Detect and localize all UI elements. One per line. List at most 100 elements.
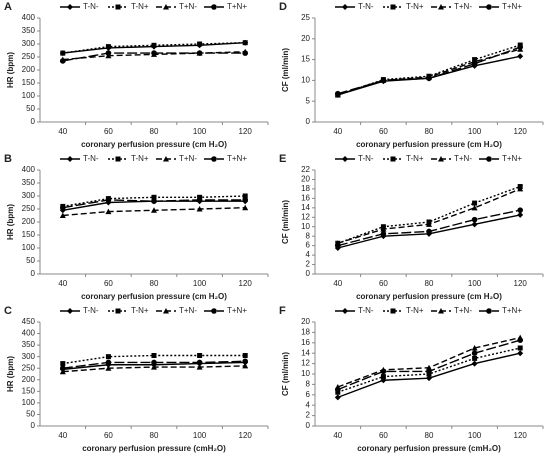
y-tick-label: 300 bbox=[22, 191, 36, 200]
legend-marker bbox=[390, 308, 396, 314]
y-tick-label: 2 bbox=[306, 260, 311, 269]
legend-marker bbox=[67, 308, 73, 314]
y-tick-label: 20 bbox=[301, 34, 310, 43]
data-point bbox=[151, 359, 157, 366]
x-tick-label: 100 bbox=[468, 279, 482, 288]
data-point bbox=[59, 368, 66, 375]
y-tick-label: 150 bbox=[22, 386, 36, 395]
legend-marker bbox=[163, 156, 169, 162]
x-axis-label: coronary perfusion pressure (cm H₂O) bbox=[81, 140, 227, 149]
x-tick-label: 80 bbox=[425, 431, 434, 440]
x-tick-label: 100 bbox=[193, 127, 207, 136]
x-tick-label: 100 bbox=[468, 431, 482, 440]
y-tick-label: 12 bbox=[301, 212, 310, 221]
legend-label: T+N- bbox=[454, 306, 472, 315]
y-axis-label: CF (ml/min) bbox=[281, 352, 290, 396]
y-tick-label: 150 bbox=[22, 78, 36, 87]
panel-letter: D bbox=[279, 1, 287, 13]
data-point bbox=[380, 374, 386, 380]
x-axis-label: coronary perfusion pressure (cm H₂O) bbox=[356, 292, 502, 301]
data-point bbox=[196, 359, 203, 366]
legend-marker bbox=[438, 4, 444, 10]
x-tick-label: 60 bbox=[104, 279, 113, 288]
x-tick-label: 120 bbox=[514, 279, 528, 288]
data-point bbox=[196, 364, 203, 370]
data-point bbox=[105, 197, 112, 203]
x-tick-label: 40 bbox=[333, 127, 342, 136]
data-point bbox=[334, 394, 341, 401]
y-axis-label: CF (ml/min) bbox=[281, 48, 290, 92]
y-tick-label: 400 bbox=[22, 165, 36, 174]
y-tick-label: 14 bbox=[301, 203, 310, 212]
legend-label: T+N- bbox=[454, 154, 472, 163]
y-tick-label: 16 bbox=[301, 193, 310, 202]
x-tick-label: 60 bbox=[379, 279, 388, 288]
data-point bbox=[471, 60, 478, 67]
legend-label: T-N+ bbox=[406, 2, 424, 11]
data-point bbox=[105, 44, 111, 50]
y-tick-label: 5 bbox=[306, 96, 311, 105]
x-axis-label: coronary perfusion pressure (cmH₂O) bbox=[82, 444, 226, 453]
x-tick-label: 100 bbox=[468, 127, 482, 136]
legend-marker bbox=[67, 4, 73, 10]
x-tick-label: 60 bbox=[379, 127, 388, 136]
y-tick-label: 4 bbox=[306, 250, 311, 259]
data-point bbox=[471, 345, 478, 351]
data-point bbox=[426, 75, 432, 82]
data-point bbox=[472, 200, 478, 206]
data-point bbox=[335, 386, 341, 393]
legend-label: T+N- bbox=[454, 2, 472, 11]
legend-marker bbox=[438, 308, 444, 314]
data-point bbox=[60, 204, 66, 211]
y-tick-label: 400 bbox=[22, 329, 36, 338]
data-point bbox=[517, 350, 524, 357]
legend-marker bbox=[342, 156, 348, 162]
x-tick-label: 40 bbox=[58, 431, 67, 440]
data-point bbox=[471, 360, 478, 367]
y-axis-label: HR (bpm) bbox=[6, 204, 15, 240]
data-point bbox=[517, 185, 524, 192]
legend-label: T-N- bbox=[83, 2, 99, 11]
data-point bbox=[426, 221, 432, 227]
y-tick-label: 250 bbox=[22, 204, 36, 213]
y-tick-label: 200 bbox=[22, 217, 36, 226]
data-point bbox=[242, 50, 248, 56]
data-point bbox=[517, 207, 523, 213]
y-tick-label: 0 bbox=[31, 421, 36, 430]
data-point bbox=[151, 50, 157, 56]
legend-marker bbox=[342, 308, 348, 314]
data-point bbox=[335, 242, 341, 249]
legend-marker bbox=[438, 156, 444, 162]
data-point bbox=[335, 90, 341, 97]
y-tick-label: 400 bbox=[22, 13, 36, 22]
x-tick-label: 80 bbox=[425, 127, 434, 136]
panel-letter: B bbox=[4, 153, 12, 165]
legend-label: T-N+ bbox=[131, 306, 149, 315]
x-tick-label: 100 bbox=[193, 431, 207, 440]
legend-marker bbox=[486, 156, 492, 162]
y-axis-label: HR (bpm) bbox=[6, 356, 15, 392]
series-line bbox=[337, 48, 521, 96]
y-tick-label: 50 bbox=[26, 256, 35, 265]
y-tick-label: 10 bbox=[301, 76, 310, 85]
data-point bbox=[242, 362, 249, 369]
y-tick-label: 50 bbox=[26, 104, 35, 113]
panel-letter: C bbox=[4, 305, 12, 317]
data-point bbox=[151, 353, 157, 359]
y-tick-label: 8 bbox=[306, 231, 311, 240]
y-axis-label: HR (bpm) bbox=[6, 52, 15, 88]
legend-marker bbox=[163, 308, 169, 314]
y-tick-label: 16 bbox=[301, 338, 310, 347]
x-tick-label: 40 bbox=[333, 431, 342, 440]
y-tick-label: 4 bbox=[306, 400, 311, 409]
data-point bbox=[471, 204, 478, 211]
data-point bbox=[242, 40, 248, 46]
data-point bbox=[426, 364, 432, 371]
legend-marker bbox=[163, 4, 169, 10]
data-point bbox=[105, 208, 112, 215]
y-tick-label: 200 bbox=[22, 375, 36, 384]
data-point bbox=[426, 368, 432, 375]
data-point bbox=[242, 197, 248, 203]
data-point bbox=[105, 365, 112, 371]
data-point bbox=[471, 350, 478, 357]
